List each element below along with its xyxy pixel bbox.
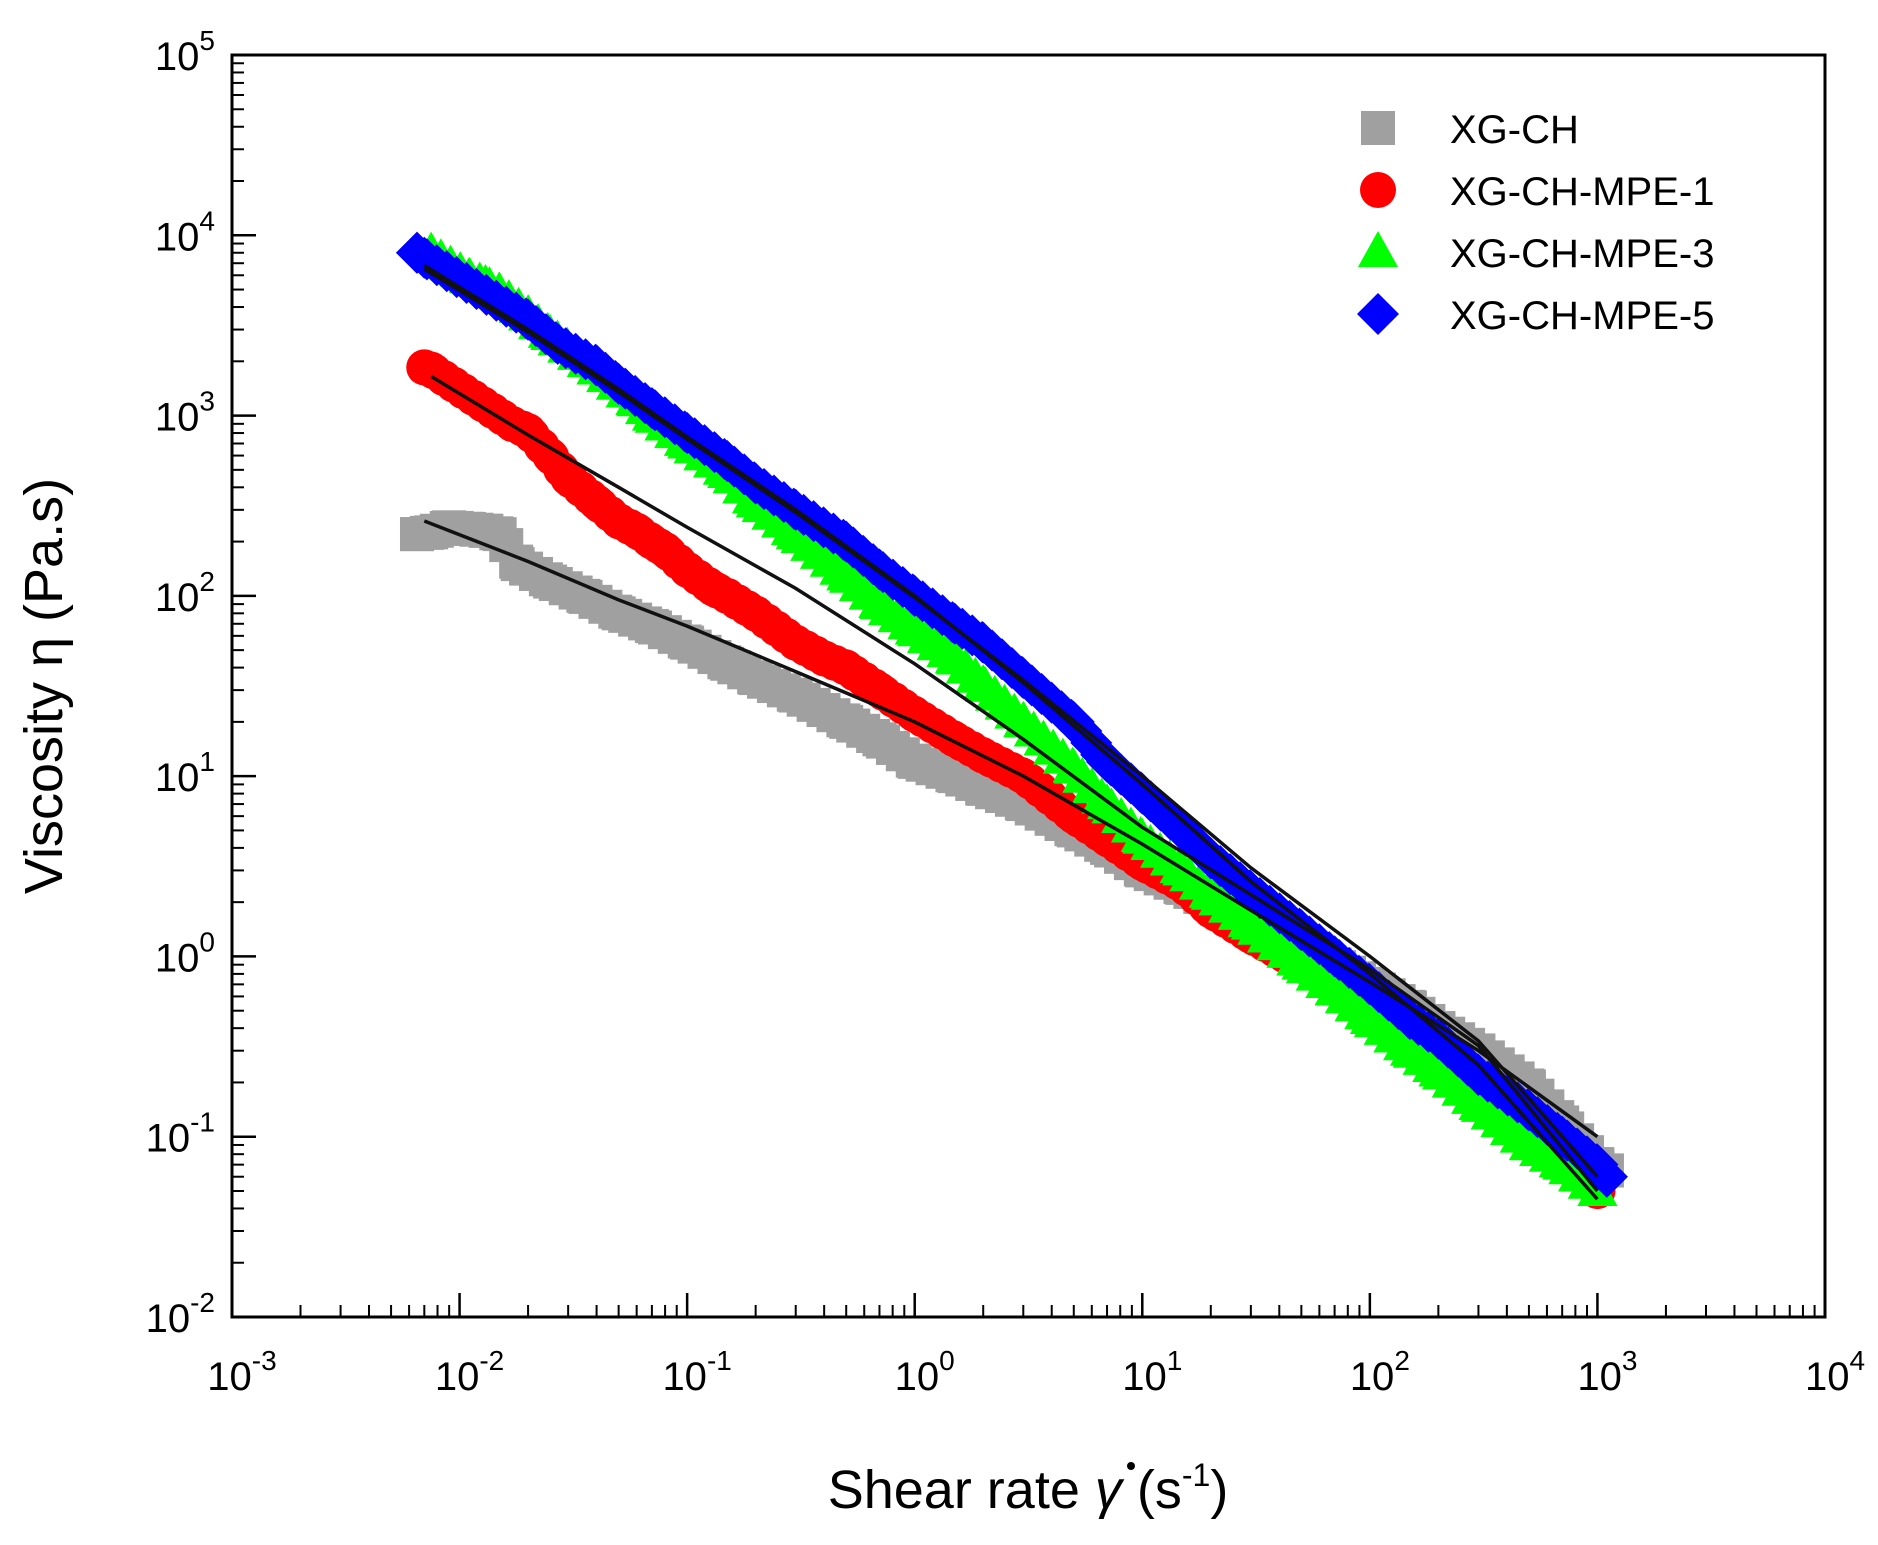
data-point [862,722,897,757]
data-point [1055,798,1092,835]
fit-line-XG-CH-MPE-1 [430,374,1599,1193]
y-tick-label: 100 [155,926,215,980]
data-point [669,551,706,588]
data-point [1230,903,1271,940]
y-tick-label: 10-2 [146,1287,215,1341]
data-point [1417,1017,1460,1060]
data-point [737,595,774,632]
data-point [507,298,550,341]
data-point [709,577,746,614]
data-point [597,362,640,405]
data-point [826,554,867,591]
data-point [1508,1123,1549,1160]
data-point [934,637,975,674]
legend-label: XG-CH-MPE-1 [1450,170,1714,214]
x-tick-label: 103 [1577,1345,1637,1399]
x-tick-label: 10-1 [662,1345,731,1399]
data-point [775,513,816,550]
data-point [1189,837,1232,880]
y-tick-label: 101 [155,746,215,800]
data-point [894,608,935,645]
data-point [403,236,446,279]
data-point [897,744,932,779]
legend-item: XG-CH-MPE-1 [1360,170,1714,214]
data-point [634,609,669,644]
data-point [828,649,865,686]
data-point [861,672,898,709]
data-point [1003,700,1044,737]
data-point [710,646,745,681]
plot-frame [230,53,1827,1319]
legend-label: XG-CH-MPE-5 [1450,294,1714,338]
legend-marker [1358,231,1398,267]
fit-line-XG-CH [423,519,1599,1139]
legend-marker [1357,293,1399,335]
legend-item: XG-CH [1361,108,1579,152]
data-point [1086,740,1129,783]
x-tick-label: 101 [1122,1345,1182,1399]
data-point [896,696,933,733]
data-point [1190,873,1231,910]
data-point [1349,997,1390,1034]
y-tick-labels: 10-2 10-1 100 101 102 103 104 105 [146,25,215,1341]
data-point [1418,1050,1459,1087]
y-axis-title: Viscosity η (Pa.s) [14,478,74,894]
legend: XG-CH XG-CH-MPE-1 XG-CH-MPE-3 XG-CH-MPE-5 [1357,108,1714,338]
x-tick-label: 100 [895,1345,955,1399]
data-point [738,661,773,696]
legend-item: XG-CH-MPE-3 [1358,231,1714,276]
y-tick-label: 104 [155,205,215,259]
data-point [859,583,900,620]
data-point [778,678,813,713]
legend-marker [1361,111,1395,145]
data-point [829,704,864,739]
y-tick-label: 105 [155,25,215,79]
x-tick-label: 104 [1805,1345,1865,1399]
legend-item: XG-CH-MPE-5 [1357,293,1714,338]
x-axis-title: Shear rate γ (s-1) [828,1457,1229,1520]
x-tick-label: 102 [1350,1345,1410,1399]
data-point [1314,969,1355,1006]
data-point [1458,1083,1499,1120]
data-point [1053,747,1094,784]
data-point [601,596,636,631]
x-tick-label: 10-3 [207,1345,276,1399]
x-tick-labels: 10-3 10-2 10-1 100 101 102 103 104 [207,1345,1865,1399]
data-point [1388,997,1431,1040]
legend-label: XG-CH-MPE-3 [1450,232,1714,276]
x-tick-label: 10-2 [435,1345,504,1399]
data-point [550,460,587,497]
data-point [963,664,1004,701]
data-point [1457,1053,1500,1096]
data-point [1389,1029,1430,1066]
legend-label: XG-CH [1450,108,1579,152]
y-tick-label: 102 [155,566,215,620]
y-tick-label: 103 [155,386,215,440]
y-tick-label: 10-1 [146,1107,215,1161]
fit-line-XG-CH-MPE-5 [423,267,1599,1178]
data-point [1281,943,1322,980]
data-point [1122,817,1163,854]
gamma-dot-overmark [1127,1462,1135,1470]
fit-lines [423,264,1599,1201]
axis-ticks [230,62,1816,1317]
data-point [962,621,1005,664]
legend-marker [1360,172,1396,208]
data-point [777,624,814,661]
gamma-dot-symbol: γ [1095,1460,1125,1520]
data-point [413,351,450,388]
